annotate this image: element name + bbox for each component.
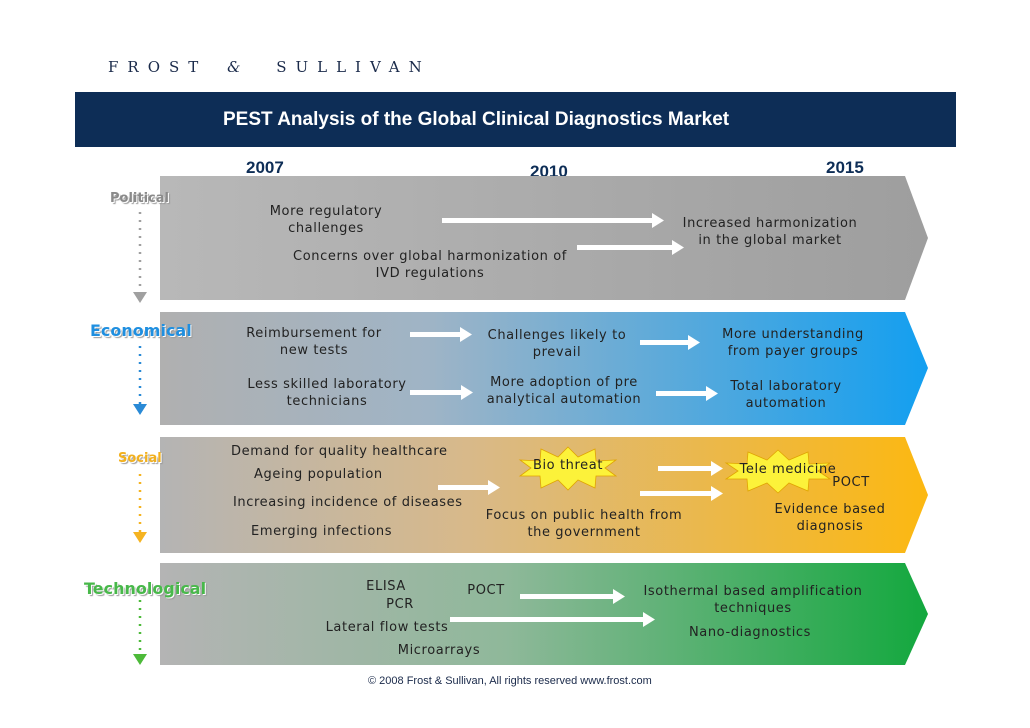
tech-item-5: Microarrays [397,643,481,658]
economical-band [160,312,928,425]
economical-down-arrow [133,346,147,415]
arrow-eco-1 [410,327,472,342]
tech-item-3: POCT [467,583,505,598]
arrow-tech-1 [520,589,625,604]
social-item-8: POCT [832,475,870,490]
tech-item-7: Nano-diagnostics [688,625,812,640]
social-item-2: Ageing population [254,467,383,482]
page-title: PEST Analysis of the Global Clinical Dia… [223,109,730,130]
arrow-eco-3 [410,385,473,400]
economical-item-1: Reimbursement for new tests [246,326,382,358]
copyright-footer: © 2008 Frost & Sullivan, All rights rese… [368,675,652,687]
bio-threat-starburst [518,446,618,491]
arrow-soc-1 [658,461,723,476]
tele-medicine-starburst [724,449,832,494]
arrow-political-1 [442,213,664,228]
economical-item-2: Less skilled laboratory technicians [247,377,407,409]
tech-item-2: PCR [386,597,414,612]
social-label: Social [118,451,162,466]
technological-band [160,563,928,665]
economical-item-6: Total laboratory automation [730,379,842,411]
year-2015: 2015 [826,158,864,177]
technological-down-arrow [133,600,147,665]
arrow-soc-3 [640,486,723,501]
social-item-5: Bio threat [532,458,604,473]
political-item-1: More regulatory challenges [269,204,383,236]
economical-item-4: More adoption of pre analytical automati… [486,375,642,407]
arrow-eco-4 [656,386,718,401]
arrow-eco-2 [640,335,700,350]
political-band [160,176,928,300]
economical-item-3: Challenges likely to prevail [487,328,627,360]
social-item-1: Demand for quality healthcare [231,444,448,459]
tech-item-6: Isothermal based amplification technique… [643,584,863,616]
social-item-7: Tele medicine [739,462,837,477]
social-item-9: Evidence based diagnosis [774,502,886,534]
arrow-political-2 [577,240,684,255]
tech-item-1: ELISA [366,579,406,594]
social-item-3: Increasing incidence of diseases [233,495,463,510]
arrow-tech-2 [450,612,655,627]
political-down-arrow [133,212,147,303]
political-item-2: Concerns over global harmonization of IV… [293,249,567,281]
social-down-arrow [133,474,147,543]
tech-item-4: Lateral flow tests [325,620,449,635]
frost-sullivan-logo: FROST & SULLIVAN [108,58,431,76]
economical-item-5: More understanding from payer groups [722,327,864,359]
title-bar [75,92,956,147]
political-label: Political [110,191,169,206]
political-item-3: Increased harmonization in the global ma… [682,216,858,248]
social-item-6: Focus on public health from the governme… [485,508,683,540]
economical-label: Economical [90,321,192,340]
arrow-soc-2 [438,480,500,495]
social-item-4: Emerging infections [251,524,393,539]
year-2007: 2007 [246,158,284,177]
technological-label: Technological [84,579,207,598]
